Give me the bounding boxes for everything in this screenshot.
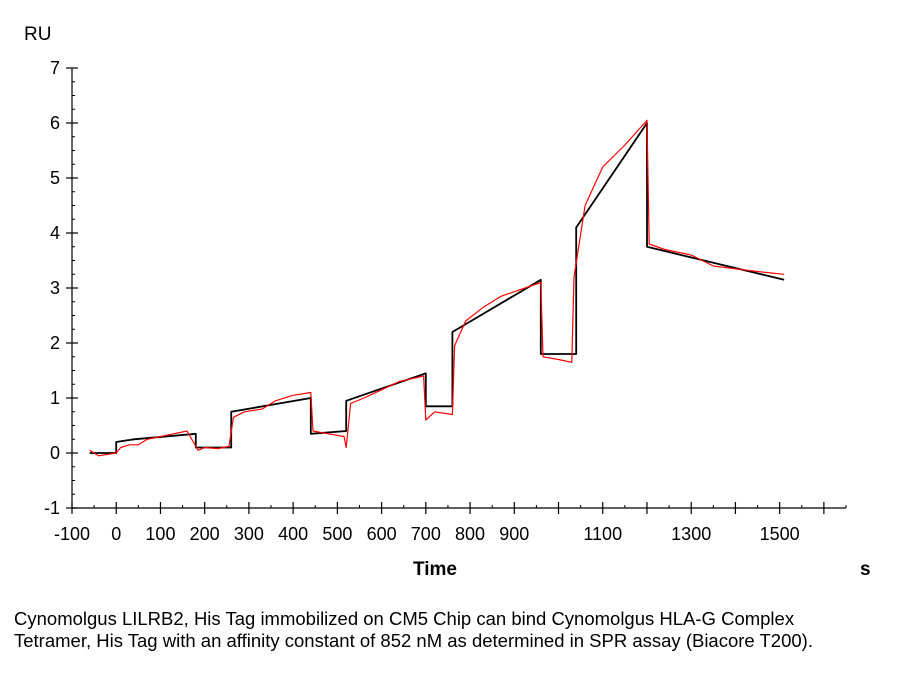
x-tick-label: 900 [499,524,529,544]
figure-caption: Cynomolgus LILRB2, His Tag immobilized o… [14,608,813,651]
x-tick-label: 1300 [671,524,711,544]
x-tick-label: 100 [145,524,175,544]
x-tick-label: -100 [54,524,90,544]
y-tick-label: 7 [50,58,60,78]
y-tick-label: 3 [50,278,60,298]
x-tick-label: 300 [234,524,264,544]
measured-curve-line [89,119,785,457]
y-ticks: -1 0 1 2 3 4 5 6 7 [44,58,78,518]
x-tick-label: 600 [367,524,397,544]
x-tick-label: 400 [278,524,308,544]
y-tick-label: 1 [50,388,60,408]
chart: -1 0 1 2 3 4 5 6 7 -100 0 100 200 300 400 500 600 700 800… [24,24,871,580]
x-ticks: -100 0 100 200 300 400 500 600 700 800 900 1100 1300… [54,502,847,544]
x-axis-label: Time [413,559,457,580]
y-tick-label: 6 [50,113,60,133]
x-axis-unit: s [860,559,871,580]
x-tick-label: 500 [322,524,352,544]
x-tick-label: 0 [111,524,121,544]
y-tick-label: 0 [50,443,60,463]
y-tick-label: 4 [50,223,60,243]
x-tick-label: 1500 [760,524,800,544]
y-tick-label: 5 [50,168,60,188]
x-tick-label: 700 [411,524,441,544]
y-axis-label: RU [24,24,51,45]
axes [71,68,846,509]
x-tick-label: 800 [455,524,485,544]
x-tick-label: 1100 [583,524,622,544]
series-group [89,119,785,457]
y-tick-label: -1 [44,498,60,518]
y-tick-label: 2 [50,333,60,353]
fit-curve-line [89,122,785,454]
x-tick-label: 200 [190,524,220,544]
